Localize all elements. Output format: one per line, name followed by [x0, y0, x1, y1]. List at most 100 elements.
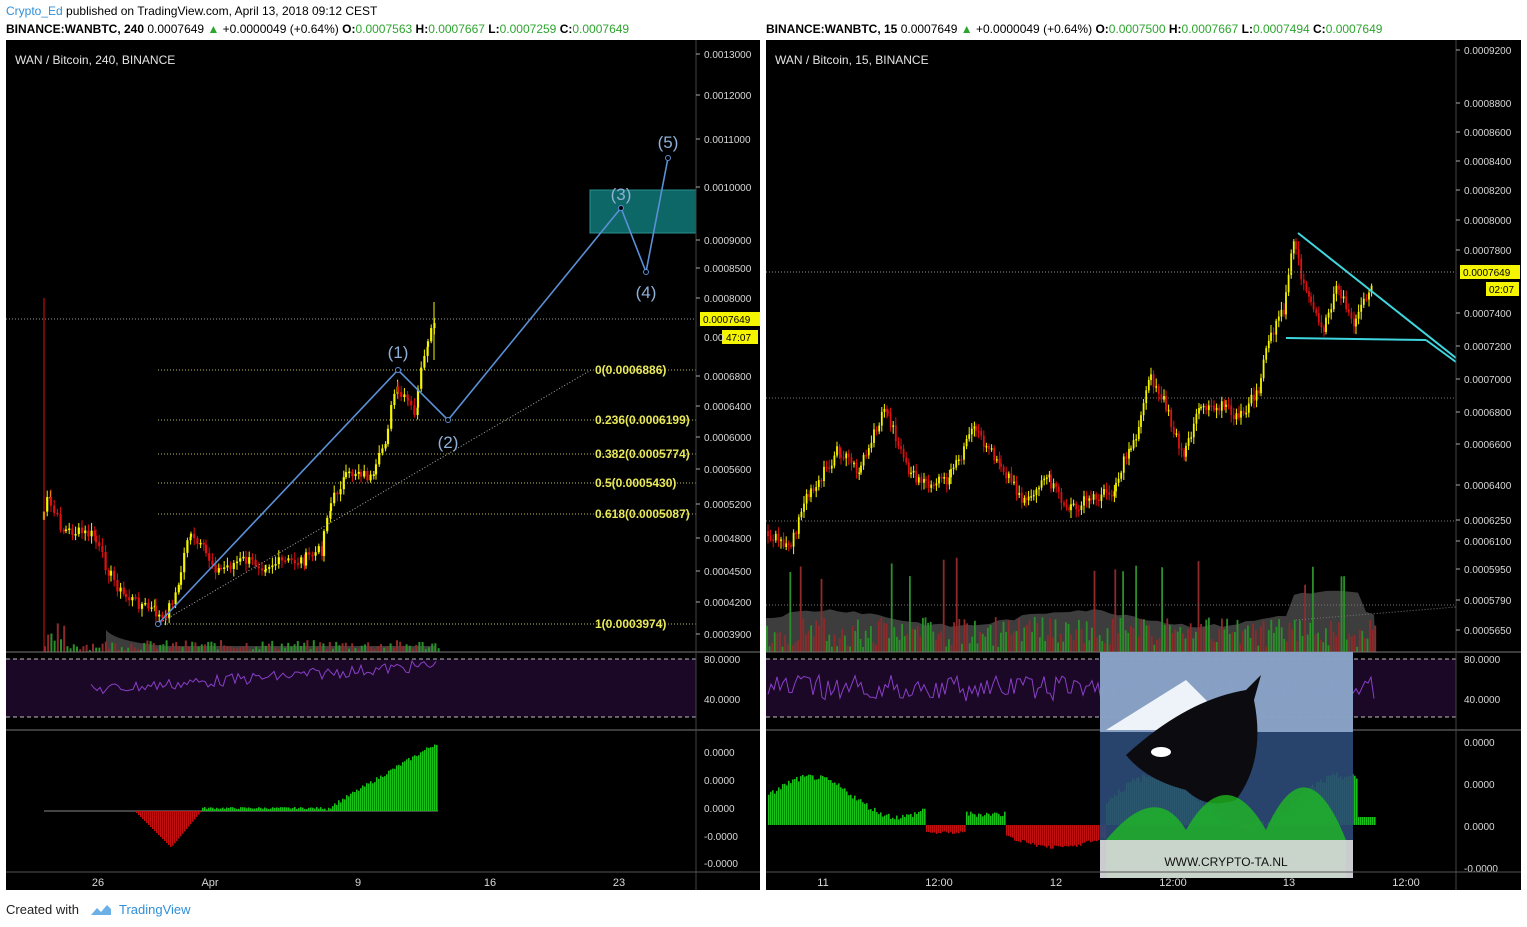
candle	[815, 487, 818, 491]
macd-bar	[902, 814, 904, 825]
volume-bar	[1374, 625, 1377, 652]
candle	[1013, 481, 1015, 484]
candle	[935, 483, 938, 486]
volume-bar	[1078, 619, 1080, 652]
volume-bar	[1072, 640, 1075, 652]
volume-bar	[872, 642, 875, 652]
macd-bar	[262, 808, 264, 811]
candle	[1315, 309, 1318, 314]
wave-point	[665, 155, 671, 161]
candle	[858, 472, 861, 475]
volume-bar	[1145, 625, 1148, 652]
candle	[354, 473, 357, 477]
volume-bar	[831, 646, 833, 652]
footer-created-with: Created with	[6, 902, 79, 917]
macd-bar	[414, 755, 416, 811]
macd-bar	[982, 816, 984, 825]
volume-bar	[945, 646, 948, 652]
candle	[244, 556, 248, 564]
volume-bar	[1369, 620, 1371, 652]
footer-brand-link[interactable]: TradingView	[118, 902, 191, 917]
volume-bar	[901, 623, 903, 652]
volume-bar	[807, 630, 810, 652]
volume-bar	[1304, 584, 1306, 652]
macd-bar	[850, 794, 852, 825]
macd-bar	[1026, 825, 1028, 843]
candle	[430, 328, 433, 342]
volume-bar	[261, 641, 264, 652]
time-tick-label: 13	[1283, 877, 1295, 889]
volume-bar	[1158, 638, 1161, 652]
volume-bar	[402, 645, 405, 652]
volume-bar	[1239, 643, 1241, 652]
macd-bar	[1042, 825, 1044, 846]
candle	[862, 454, 865, 466]
candle	[1258, 390, 1261, 394]
macd-bar	[276, 807, 278, 811]
volume-bar	[929, 621, 932, 652]
macd-bar	[1094, 825, 1096, 841]
price-tick-label: 0.0008000	[704, 294, 752, 305]
macd-bar	[896, 815, 898, 825]
candle	[1103, 489, 1105, 495]
candle	[1335, 285, 1338, 294]
macd-bar	[298, 808, 300, 811]
candle	[938, 476, 940, 484]
time-tick-label: 16	[484, 877, 496, 889]
macd-bar	[924, 808, 926, 825]
right-chart-panel[interactable]: 80.0000 40.0000 0.0000 0.0000 0.0000 -0.0000…	[766, 40, 1521, 890]
author-link[interactable]: Crypto_Ed	[6, 4, 63, 18]
volume-bar	[1205, 619, 1208, 652]
macd-bar	[340, 802, 342, 811]
macd-bar	[436, 744, 438, 811]
orca-eye-patch	[1151, 747, 1171, 757]
candle	[1357, 311, 1360, 319]
macd-bar	[970, 811, 972, 825]
volume-bar	[1257, 645, 1260, 652]
time-tick-label: 26	[92, 877, 104, 889]
volume-bar	[1039, 637, 1041, 652]
volume-bar	[802, 618, 805, 652]
candle	[1170, 409, 1173, 427]
macd-bar	[280, 807, 282, 811]
candle	[308, 552, 311, 555]
candle	[219, 567, 223, 570]
macd-bar	[334, 803, 336, 811]
macd-bar	[1022, 825, 1024, 840]
macd-bar	[432, 747, 434, 811]
right-chart-svg[interactable]: 80.0000 40.0000 0.0000 0.0000 0.0000 -0.0000…	[766, 40, 1521, 890]
macd-bar	[988, 813, 990, 825]
candle	[202, 542, 205, 545]
left-chart-svg[interactable]: 0(0.0006886) 0.236(0.0006199) 0.382(0.0005…	[6, 40, 760, 890]
candle	[183, 552, 186, 573]
macd-bar	[800, 776, 802, 825]
candle	[1342, 296, 1345, 299]
volume-bar	[290, 646, 293, 652]
volume-bar	[178, 646, 181, 652]
candle	[842, 457, 845, 460]
macd-bar	[164, 811, 166, 841]
candle	[1043, 478, 1046, 481]
macd-bar	[1362, 817, 1364, 825]
macd-bar	[952, 825, 954, 834]
candle	[1088, 498, 1091, 501]
macd-bar	[1032, 825, 1034, 843]
candle	[1227, 404, 1230, 407]
volume-bar	[1062, 641, 1065, 652]
candle	[1147, 380, 1150, 391]
rsi-tick: 80.0000	[1464, 655, 1501, 666]
left-chart-panel[interactable]: 0(0.0006886) 0.236(0.0006199) 0.382(0.0005…	[6, 40, 760, 890]
macd-bar	[300, 807, 302, 811]
macd-bar	[382, 776, 384, 811]
candle	[1183, 449, 1186, 457]
time-tick-label: 9	[355, 877, 361, 889]
volume-bar	[935, 639, 937, 652]
volume-bar	[1228, 633, 1231, 652]
volume-bar	[1312, 566, 1314, 652]
macd-bar	[290, 808, 292, 811]
candle	[1215, 407, 1218, 411]
volume-bar	[341, 643, 344, 652]
candle	[208, 553, 211, 561]
candle	[995, 459, 998, 461]
macd-bar	[984, 815, 986, 825]
